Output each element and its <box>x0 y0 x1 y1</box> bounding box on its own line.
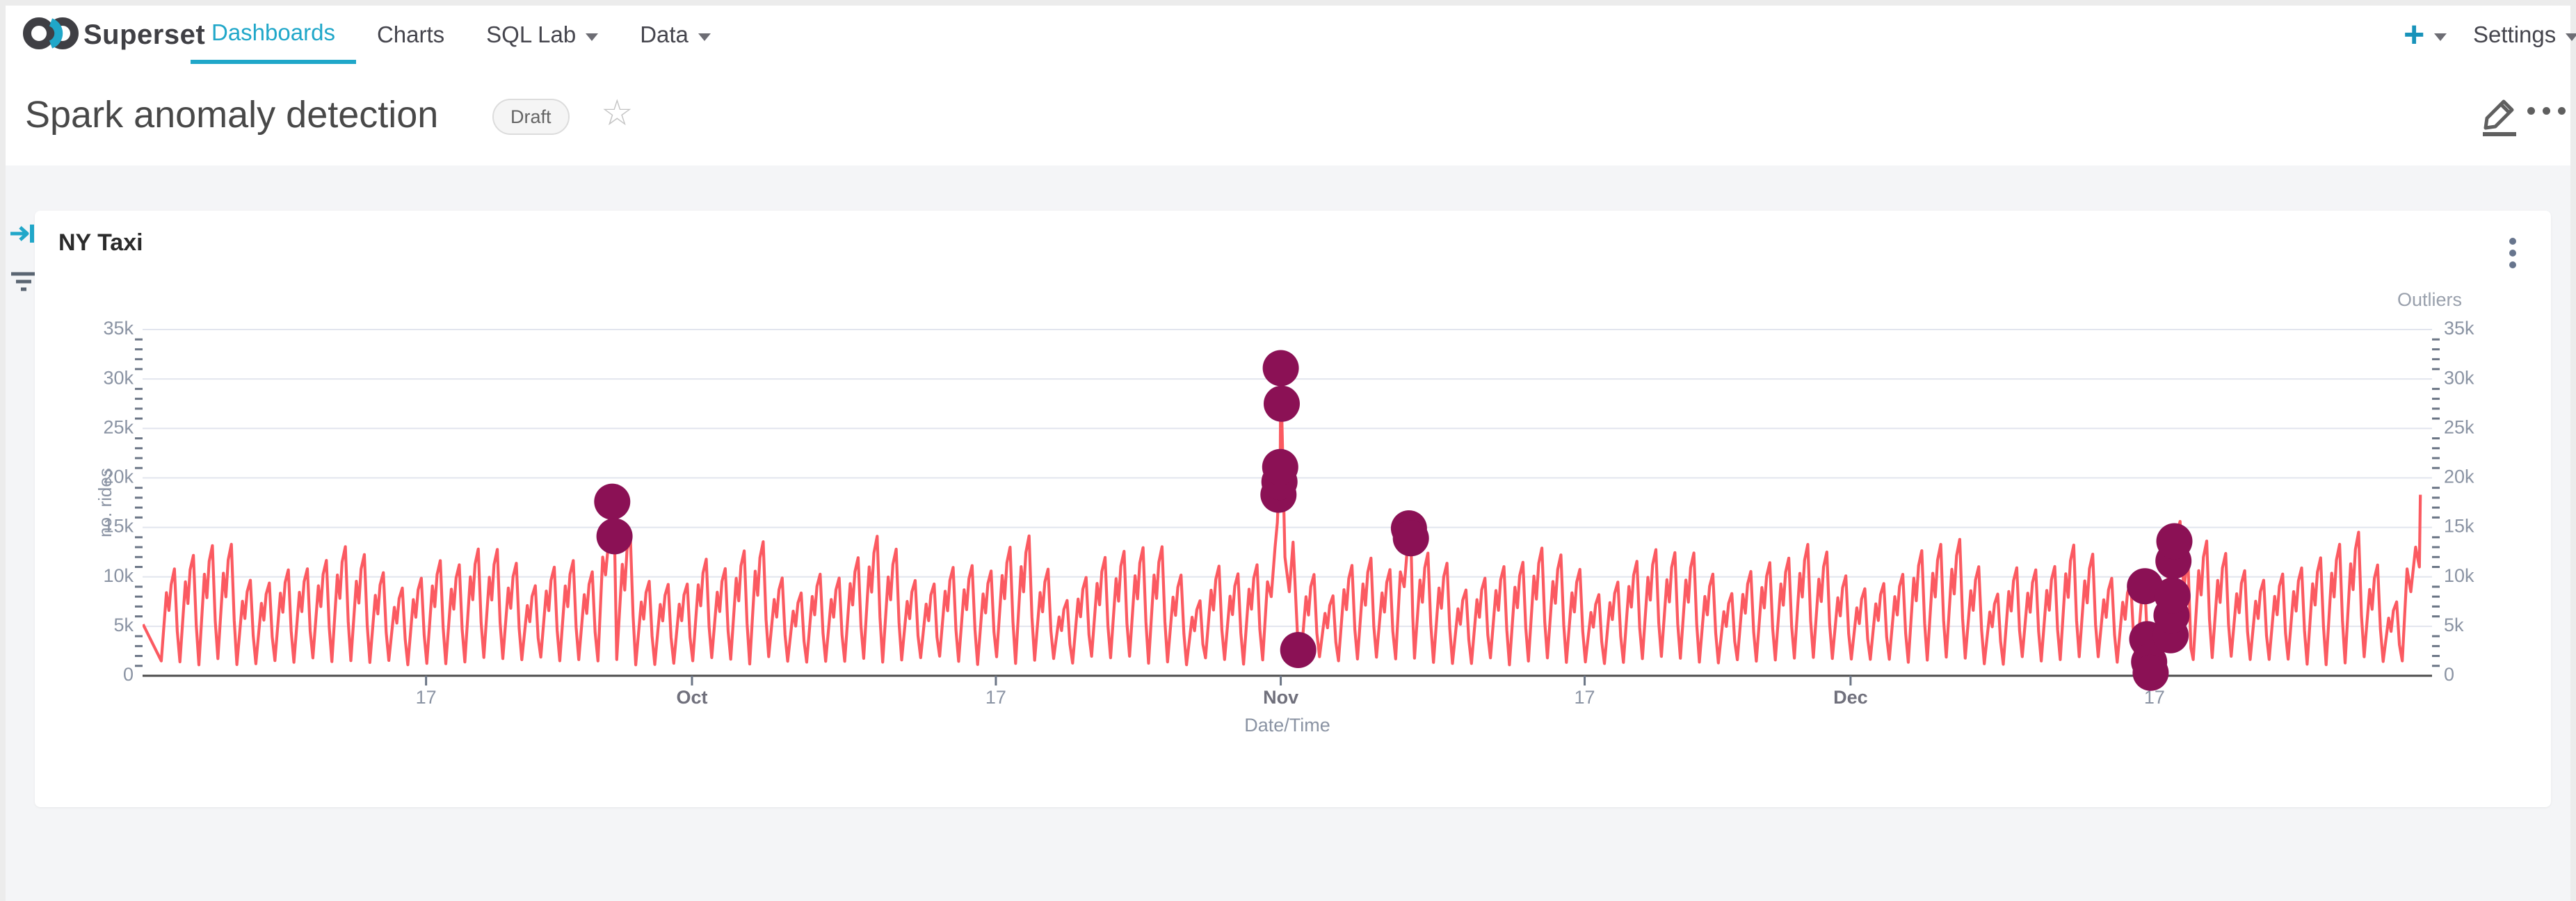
y2-axis-tick-label: 5k <box>2444 615 2464 635</box>
y-axis-tick-label: 30k <box>103 367 134 388</box>
nav-tab-dashboards[interactable]: Dashboards <box>191 6 356 64</box>
outlier-point <box>2132 654 2169 691</box>
y2-axis-tick-label: 20k <box>2444 466 2474 487</box>
plus-icon: + <box>2404 15 2425 55</box>
top-navbar: Superset Dashboards Charts SQL Lab Data … <box>6 6 2576 65</box>
x-axis-tick-label: 17 <box>985 687 1006 708</box>
chevron-down-icon <box>2434 33 2447 41</box>
nav-tab-charts[interactable]: Charts <box>376 22 445 47</box>
y2-axis-title: Outliers <box>2397 289 2462 310</box>
y-axis-tick-label: 20k <box>103 466 134 487</box>
y2-axis-tick-label: 15k <box>2444 516 2474 537</box>
y-axis-tick-label: 25k <box>103 416 134 437</box>
new-item-button[interactable]: + <box>2404 6 2447 64</box>
y2-axis-tick-label: 25k <box>2444 416 2474 437</box>
x-axis-tick-label: Nov <box>1263 687 1298 708</box>
outlier-point <box>1392 520 1429 557</box>
chevron-down-icon <box>698 33 711 41</box>
y-axis-tick-label: 35k <box>103 318 134 339</box>
outlier-point <box>2156 523 2193 560</box>
y-axis-tick-label: 0 <box>123 664 134 685</box>
filter-icon[interactable] <box>8 267 39 298</box>
ellipsis-menu-icon[interactable] <box>2527 107 2566 115</box>
outlier-point <box>1262 350 1299 387</box>
outlier-point <box>2127 568 2164 605</box>
outlier-point <box>1262 448 1298 485</box>
nav-tab-sql-lab[interactable]: SQL Lab <box>465 6 619 64</box>
y-axis-title: no. rides <box>95 468 115 537</box>
outlier-point <box>594 483 631 520</box>
x-axis-tick-label: 17 <box>1575 687 1595 708</box>
expand-filter-bar-icon[interactable] <box>8 220 36 247</box>
y-axis-tick-label: 5k <box>113 615 134 635</box>
chevron-down-icon <box>586 33 599 41</box>
outlier-point <box>1264 385 1300 422</box>
chevron-down-icon <box>2566 33 2576 41</box>
chart-title: NY Taxi <box>58 229 143 256</box>
y2-axis-tick-label: 0 <box>2444 664 2454 685</box>
y-axis-tick-label: 15k <box>103 516 134 537</box>
outlier-point <box>1280 632 1317 668</box>
nav-tab-data[interactable]: Data <box>619 6 732 64</box>
y2-axis-tick-label: 30k <box>2444 367 2474 388</box>
x-axis-title: Date/Time <box>1244 715 1330 736</box>
outlier-point <box>2154 577 2191 614</box>
y-axis-tick-label: 10k <box>103 565 134 586</box>
edit-pencil-icon[interactable] <box>2480 95 2519 136</box>
superset-logo-icon[interactable] <box>19 14 83 54</box>
y2-axis-tick-label: 10k <box>2444 565 2474 586</box>
brand-name[interactable]: Superset <box>83 19 206 50</box>
status-badge: Draft <box>492 99 570 135</box>
x-axis-tick-label: Dec <box>1833 687 1868 708</box>
chart-kebab-menu-icon[interactable] <box>2505 234 2520 273</box>
x-axis-tick-label: 17 <box>416 687 437 708</box>
rides-line-series <box>143 366 2422 674</box>
outlier-point <box>596 518 633 555</box>
x-axis-tick-label: Oct <box>676 687 707 708</box>
y2-axis-tick-label: 35k <box>2444 318 2474 339</box>
chart-card <box>35 211 2551 807</box>
favorite-star-icon[interactable]: ☆ <box>601 93 634 133</box>
page-title: Spark anomaly detection <box>25 94 439 136</box>
dashboard-header: Spark anomaly detection Draft ☆ <box>6 64 2570 167</box>
settings-menu[interactable]: Settings <box>2473 6 2576 64</box>
